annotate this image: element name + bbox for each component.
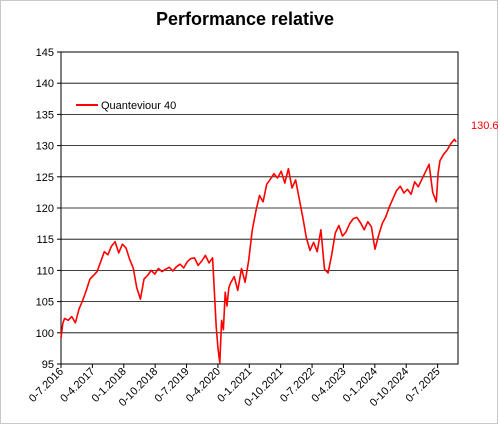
x-axis-ticks: 0-7.20160-4.20170-1.20180-10.20180-7.201… <box>27 364 443 409</box>
y-tick-label: 95 <box>42 359 54 371</box>
x-tick-label: 0-7.2025 <box>404 366 443 405</box>
y-tick-label: 120 <box>36 203 54 215</box>
y-axis-ticks: 95 100 105 110 115 120 125 130 135 140 145 <box>36 47 61 371</box>
legend: Quanteviour 40 <box>76 100 176 112</box>
series-line-quanteviour-40 <box>60 138 457 364</box>
y-tick-label: 100 <box>36 328 54 340</box>
chart-title: Performance relative <box>156 9 334 29</box>
y-tick-label: 105 <box>36 297 54 309</box>
y-tick-label: 140 <box>36 78 54 90</box>
y-tick-label: 145 <box>36 47 54 59</box>
y-tick-label: 115 <box>36 234 54 246</box>
y-tick-label: 125 <box>36 172 54 184</box>
end-value-label: 130.6 <box>471 120 499 132</box>
y-tick-label: 110 <box>36 265 54 277</box>
y-tick-label: 135 <box>36 109 54 121</box>
y-tick-label: 130 <box>36 141 54 153</box>
grid-lines <box>61 51 458 365</box>
plot-area <box>60 51 459 365</box>
legend-label: Quanteviour 40 <box>101 100 176 112</box>
